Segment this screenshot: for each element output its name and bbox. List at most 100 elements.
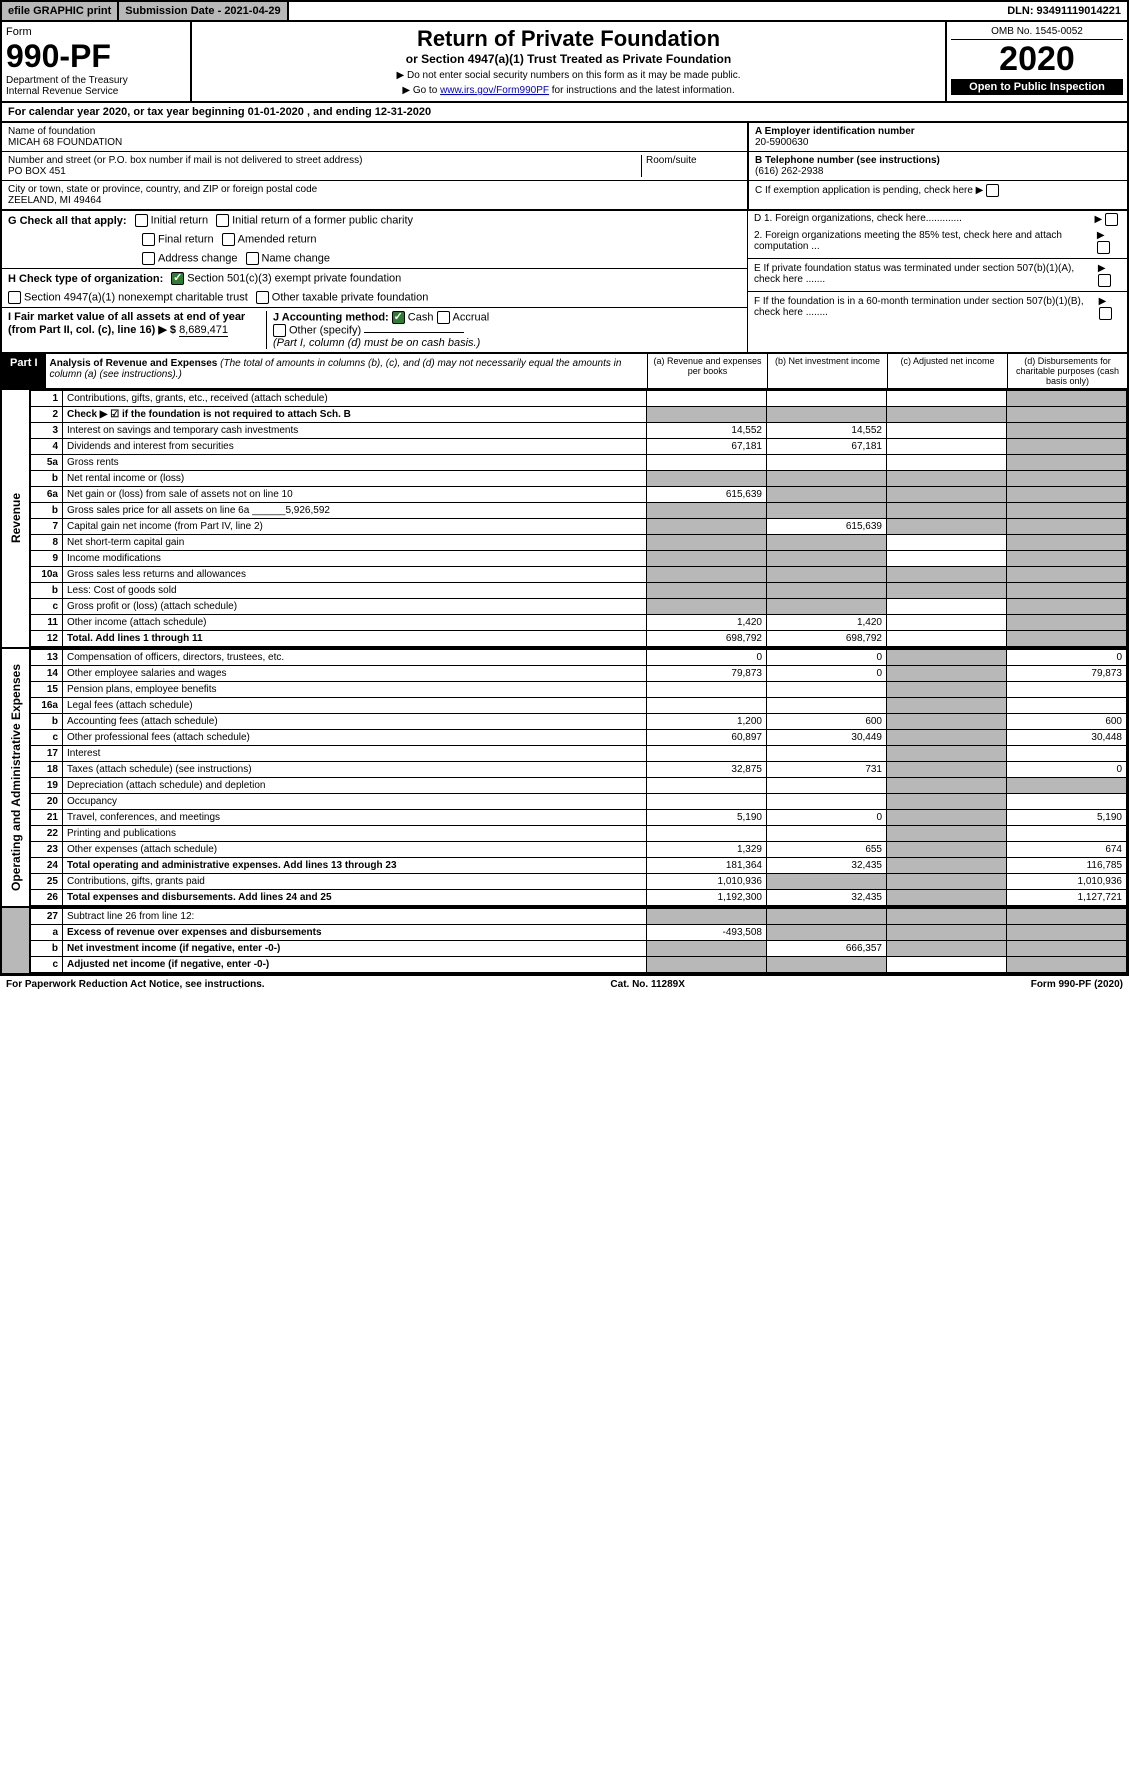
bullet-1: ▶ Do not enter social security numbers o…: [196, 70, 941, 81]
form-header: Form 990-PF Department of the Treasury I…: [0, 22, 1129, 103]
address: PO BOX 451: [8, 166, 641, 177]
end-table: 27 Subtract line 26 from line 12: a Exce…: [30, 908, 1127, 973]
tax-year: 2020: [951, 40, 1123, 79]
table-row: 3 Interest on savings and temporary cash…: [31, 423, 1127, 439]
table-row: 22 Printing and publications: [31, 826, 1127, 842]
top-bar: efile GRAPHIC print Submission Date - 20…: [0, 0, 1129, 22]
table-row: b Gross sales price for all assets on li…: [31, 503, 1127, 519]
table-row: 13 Compensation of officers, directors, …: [31, 650, 1127, 666]
table-row: b Less: Cost of goods sold: [31, 583, 1127, 599]
table-row: 6a Net gain or (loss) from sale of asset…: [31, 487, 1127, 503]
table-row: 26 Total expenses and disbursements. Add…: [31, 890, 1127, 906]
h-label: H Check type of organization:: [8, 273, 163, 285]
part1-title: Analysis of Revenue and Expenses: [50, 358, 218, 369]
irs-link[interactable]: www.irs.gov/Form990PF: [440, 85, 549, 96]
table-row: 27 Subtract line 26 from line 12:: [31, 909, 1127, 925]
form-subtitle: or Section 4947(a)(1) Trust Treated as P…: [196, 52, 941, 66]
f-checkbox[interactable]: [1099, 307, 1112, 320]
operating-side-label: Operating and Administrative Expenses: [7, 660, 25, 895]
table-row: 23 Other expenses (attach schedule) 1,32…: [31, 842, 1127, 858]
address-change-checkbox[interactable]: [142, 252, 155, 265]
footer: For Paperwork Reduction Act Notice, see …: [0, 975, 1129, 993]
table-row: 10a Gross sales less returns and allowan…: [31, 567, 1127, 583]
table-row: 14 Other employee salaries and wages 79,…: [31, 666, 1127, 682]
col-c-head: (c) Adjusted net income: [887, 354, 1007, 388]
table-row: 24 Total operating and administrative ex…: [31, 858, 1127, 874]
table-row: 12 Total. Add lines 1 through 11 698,792…: [31, 631, 1127, 647]
table-row: 8 Net short-term capital gain: [31, 535, 1127, 551]
city-value: ZEELAND, MI 49464: [8, 195, 741, 206]
table-row: a Excess of revenue over expenses and di…: [31, 925, 1127, 941]
revenue-section: Revenue 1 Contributions, gifts, grants, …: [0, 390, 1129, 649]
g-label: G Check all that apply:: [8, 215, 127, 227]
table-row: 7 Capital gain net income (from Part IV,…: [31, 519, 1127, 535]
amended-checkbox[interactable]: [222, 233, 235, 246]
d2-label: 2. Foreign organizations meeting the 85%…: [754, 230, 1097, 252]
phone-label: B Telephone number (see instructions): [755, 155, 1121, 166]
table-row: c Other professional fees (attach schedu…: [31, 730, 1127, 746]
form-label: Form: [6, 26, 186, 38]
name-label: Name of foundation: [8, 126, 741, 137]
revenue-table: 1 Contributions, gifts, grants, etc., re…: [30, 390, 1127, 647]
ein-label: A Employer identification number: [755, 126, 1121, 137]
final-return-checkbox[interactable]: [142, 233, 155, 246]
col-a-head: (a) Revenue and expenses per books: [647, 354, 767, 388]
table-row: 1 Contributions, gifts, grants, etc., re…: [31, 391, 1127, 407]
city-label: City or town, state or province, country…: [8, 184, 741, 195]
room-label: Room/suite: [641, 155, 741, 177]
exemption-checkbox[interactable]: [986, 184, 999, 197]
j-label: J Accounting method:: [273, 311, 389, 323]
table-row: 18 Taxes (attach schedule) (see instruct…: [31, 762, 1127, 778]
j-note: (Part I, column (d) must be on cash basi…: [273, 337, 741, 349]
dept-treasury: Department of the Treasury: [6, 75, 186, 86]
table-row: 11 Other income (attach schedule) 1,420 …: [31, 615, 1127, 631]
revenue-side-label: Revenue: [7, 489, 25, 547]
open-public: Open to Public Inspection: [951, 79, 1123, 95]
e-label: E If private foundation status was termi…: [754, 263, 1098, 285]
table-row: 25 Contributions, gifts, grants paid 1,0…: [31, 874, 1127, 890]
name-change-checkbox[interactable]: [246, 252, 259, 265]
other-taxable-checkbox[interactable]: [256, 291, 269, 304]
ein-value: 20-5900630: [755, 137, 1121, 148]
form-title: Return of Private Foundation: [196, 26, 941, 52]
phone-value: (616) 262-2938: [755, 166, 1121, 177]
omb-number: OMB No. 1545-0052: [951, 26, 1123, 40]
other-method-checkbox[interactable]: [273, 324, 286, 337]
fmv-value: 8,689,471: [179, 324, 228, 337]
submission-date: Submission Date - 2021-04-29: [119, 2, 288, 20]
e-checkbox[interactable]: [1098, 274, 1111, 287]
table-row: c Gross profit or (loss) (attach schedul…: [31, 599, 1127, 615]
operating-section: Operating and Administrative Expenses 13…: [0, 649, 1129, 908]
part1-header-row: Part I Analysis of Revenue and Expenses …: [0, 354, 1129, 390]
form-footer: Form 990-PF (2020): [1031, 979, 1123, 990]
addr-label: Number and street (or P.O. box number if…: [8, 155, 641, 166]
efile-label: efile GRAPHIC print: [2, 2, 119, 20]
d1-label: D 1. Foreign organizations, check here..…: [754, 213, 962, 224]
cash-checkbox[interactable]: [392, 311, 405, 324]
d1-checkbox[interactable]: [1105, 213, 1118, 226]
exemption-label: C If exemption application is pending, c…: [755, 184, 1121, 197]
operating-table: 13 Compensation of officers, directors, …: [30, 649, 1127, 906]
4947-checkbox[interactable]: [8, 291, 21, 304]
table-row: b Net rental income or (loss): [31, 471, 1127, 487]
table-row: 15 Pension plans, employee benefits: [31, 682, 1127, 698]
identification-block: Name of foundation MICAH 68 FOUNDATION N…: [0, 123, 1129, 211]
col-b-head: (b) Net investment income: [767, 354, 887, 388]
initial-former-checkbox[interactable]: [216, 214, 229, 227]
end-section: 27 Subtract line 26 from line 12: a Exce…: [0, 908, 1129, 975]
irs-label: Internal Revenue Service: [6, 86, 186, 97]
table-row: c Adjusted net income (if negative, ente…: [31, 957, 1127, 973]
calendar-year-line: For calendar year 2020, or tax year begi…: [0, 103, 1129, 123]
d2-checkbox[interactable]: [1097, 241, 1110, 254]
table-row: 4 Dividends and interest from securities…: [31, 439, 1127, 455]
f-label: F If the foundation is in a 60-month ter…: [754, 296, 1099, 318]
accrual-checkbox[interactable]: [437, 311, 450, 324]
table-row: 21 Travel, conferences, and meetings 5,1…: [31, 810, 1127, 826]
initial-return-checkbox[interactable]: [135, 214, 148, 227]
paperwork-notice: For Paperwork Reduction Act Notice, see …: [6, 979, 265, 990]
501c3-checkbox[interactable]: [171, 272, 184, 285]
foundation-name: MICAH 68 FOUNDATION: [8, 137, 741, 148]
col-d-head: (d) Disbursements for charitable purpose…: [1007, 354, 1127, 388]
cat-number: Cat. No. 11289X: [610, 979, 684, 990]
table-row: b Net investment income (if negative, en…: [31, 941, 1127, 957]
